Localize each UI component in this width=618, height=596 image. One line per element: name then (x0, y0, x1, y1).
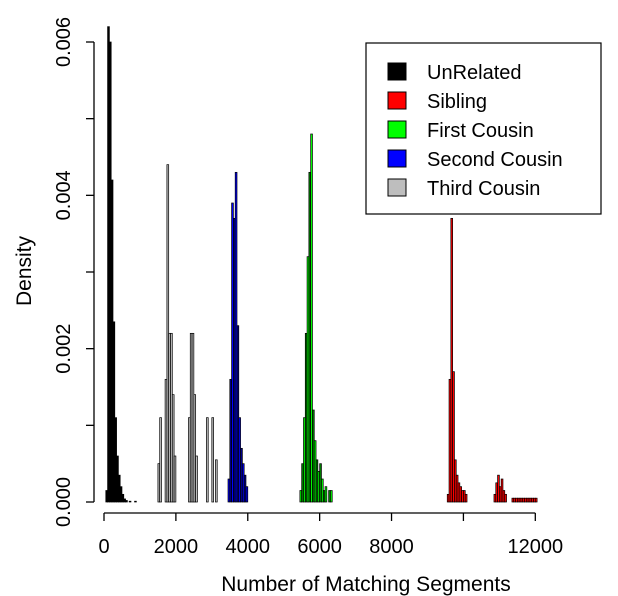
bar-third-cousin (206, 417, 209, 503)
bar-third-cousin (215, 459, 218, 503)
legend-items: UnRelated Sibling First Cousin Second Cousi… (387, 62, 563, 200)
legend-label-sibling: Sibling (427, 91, 487, 113)
bar-third-cousin (171, 394, 175, 503)
bar-sibling (534, 497, 538, 503)
y-tick-label: 0.004 (53, 170, 75, 220)
legend-label-first-cousin: First Cousin (427, 120, 534, 142)
bar-third-cousin (193, 394, 197, 503)
bar-unrelated (112, 321, 116, 503)
series-unrelated (105, 26, 137, 503)
y-ticks: 0.000 0.002 0.004 0.006 (53, 17, 94, 527)
y-tick-label: 0.002 (53, 324, 75, 374)
bar-unrelated (128, 500, 132, 503)
bar-third-cousin (195, 455, 198, 503)
legend-label-third-cousin: Third Cousin (427, 178, 540, 200)
y-tick-label: 0.006 (53, 17, 75, 67)
bar-sibling (464, 493, 468, 503)
x-tick-label: 8000 (369, 536, 414, 558)
x-tick-label: 12000 (507, 536, 563, 558)
bar-sibling (450, 217, 453, 503)
x-axis-title: Number of Matching Segments (221, 573, 510, 596)
bar-second-cousin (236, 325, 240, 503)
x-tick-label: 2000 (154, 536, 199, 558)
legend-swatch-first-cousin (387, 120, 407, 139)
series-second-cousin (227, 171, 249, 503)
bar-sibling (504, 493, 507, 503)
legend-swatch-third-cousin (387, 178, 407, 197)
series-third-cousin (157, 164, 218, 503)
bar-second-cousin (245, 486, 249, 503)
x-ticks: 0 2000 4000 6000 8000 12000 (98, 513, 563, 558)
bar-unrelated (125, 500, 128, 503)
bar-first-cousin (330, 490, 333, 503)
y-tick-label: 0.000 (53, 477, 75, 527)
bar-sibling (452, 371, 455, 503)
bar-third-cousin (211, 417, 214, 503)
legend-swatch-second-cousin (387, 149, 407, 168)
series-sibling (446, 217, 538, 503)
legend-swatch-unrelated (387, 62, 407, 81)
bar-unrelated (121, 493, 125, 503)
bar-first-cousin (310, 133, 313, 503)
histogram-bars (105, 26, 538, 503)
bar-third-cousin (159, 417, 162, 503)
x-tick-label: 4000 (226, 536, 271, 558)
bar-third-cousin (173, 455, 177, 503)
series-first-cousin (299, 133, 333, 503)
x-tick-label: 6000 (297, 536, 342, 558)
bar-unrelated (134, 500, 137, 503)
x-tick-label: 0 (98, 536, 109, 558)
bar-first-cousin (324, 486, 328, 503)
legend-label-unrelated: UnRelated (427, 62, 522, 84)
legend: UnRelated Sibling First Cousin Second Cousi… (365, 42, 602, 215)
legend-label-second-cousin: Second Cousin (427, 149, 563, 171)
axes: 0.000 0.002 0.004 0.006 0 2000 4000 6000 8000 12… (53, 17, 563, 558)
legend-swatch-sibling (387, 91, 407, 110)
y-axis-title: Density (13, 235, 36, 306)
